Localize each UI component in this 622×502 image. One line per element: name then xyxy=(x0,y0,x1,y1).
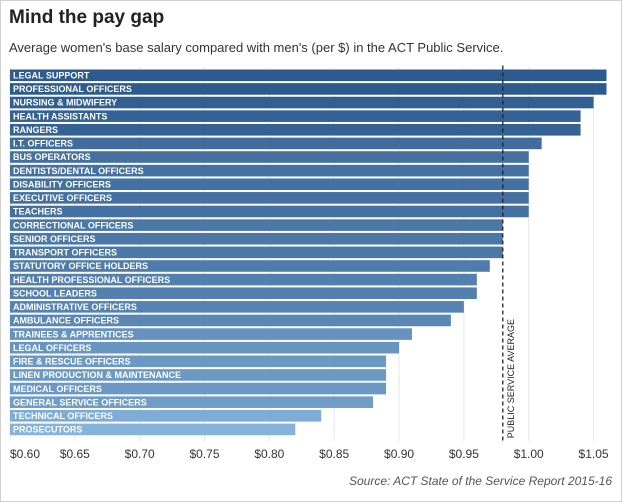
bar xyxy=(10,328,412,340)
bar-label: EXECUTIVE OFFICERS xyxy=(13,193,112,203)
bar-label: TRAINEES & APPRENTICES xyxy=(13,329,134,339)
chart-title: Mind the pay gap xyxy=(9,7,165,28)
x-tick-label: $0.65 xyxy=(60,447,90,461)
chart-subtitle: Average women's base salary compared wit… xyxy=(9,40,504,55)
bar-label: TRANSPORT OFFICERS xyxy=(13,248,117,258)
bar xyxy=(10,69,607,82)
bar xyxy=(10,205,529,218)
bar-label: HEALTH PROFESSIONAL OFFICERS xyxy=(13,275,170,285)
bar xyxy=(10,178,529,191)
x-tick-label: $0.70 xyxy=(125,447,155,461)
bar-label: NURSING & MIDWIFERY xyxy=(13,98,117,108)
bar xyxy=(10,83,607,95)
average-line-label: PUBLIC SERVICE AVERAGE xyxy=(506,319,516,438)
x-tick-label: $0.85 xyxy=(319,447,349,461)
bar-label: HEALTH ASSISTANTS xyxy=(13,111,107,121)
bar-label: RANGERS xyxy=(13,125,58,135)
bar xyxy=(10,151,529,163)
bar-label: TEACHERS xyxy=(13,207,63,217)
bar-label: STATUTORY OFFICE HOLDERS xyxy=(13,261,148,271)
bar xyxy=(10,382,387,395)
bar xyxy=(10,314,451,327)
bar-label: LEGAL OFFICERS xyxy=(13,343,91,353)
bar xyxy=(10,219,503,231)
bar-label: LEGAL SUPPORT xyxy=(13,71,90,81)
bar xyxy=(10,96,594,109)
x-tick-label: $0.75 xyxy=(190,447,220,461)
bar-label: ADMINISTRATIVE OFFICERS xyxy=(13,302,137,312)
bar-label: DENTISTS/DENTAL OFFICERS xyxy=(13,166,144,176)
x-tick-label: $0.60 xyxy=(10,447,40,461)
bar xyxy=(10,301,464,313)
bar-label: CORRECTIONAL OFFICERS xyxy=(13,220,133,230)
bar xyxy=(10,137,542,150)
bar xyxy=(10,232,503,245)
source-note: Source: ACT State of the Service Report … xyxy=(348,474,612,488)
bar-label: GENERAL SERVICE OFFICERS xyxy=(13,397,147,407)
bar xyxy=(10,110,581,122)
bar xyxy=(10,164,529,177)
bar-label: LINEN PRODUCTION & MAINTENANCE xyxy=(13,370,181,380)
bar xyxy=(10,287,477,300)
bar-label: FIRE & RESCUE OFFICERS xyxy=(13,357,131,367)
bar xyxy=(10,273,477,286)
bar-label: MEDICAL OFFICERS xyxy=(13,384,102,394)
bar-label: TECHNICAL OFFICERS xyxy=(13,411,113,421)
bar xyxy=(10,396,374,408)
bar-label: SCHOOL LEADERS xyxy=(13,288,97,298)
bar-label: AMBULANCE OFFICERS xyxy=(13,316,119,326)
x-tick-label: $1.00 xyxy=(514,447,544,461)
bar-label: SENIOR OFFICERS xyxy=(13,234,96,244)
bar-label: I.T. OFFICERS xyxy=(13,139,73,149)
x-tick-label: $1.05 xyxy=(579,447,609,461)
bar-label: PROSECUTORS xyxy=(13,425,82,435)
bar-label: BUS OPERATORS xyxy=(13,152,91,162)
x-tick-label: $0.90 xyxy=(384,447,414,461)
bar xyxy=(10,192,529,204)
bar-label: DISABILITY OFFICERS xyxy=(13,179,111,189)
bar xyxy=(10,260,490,272)
x-tick-label: $0.95 xyxy=(449,447,479,461)
bar xyxy=(10,355,387,368)
bar-label: PROFESSIONAL OFFICERS xyxy=(13,84,132,94)
bar xyxy=(10,246,503,259)
bar xyxy=(10,123,581,136)
bar xyxy=(10,410,322,422)
bar xyxy=(10,369,387,381)
bar xyxy=(10,423,296,436)
bar xyxy=(10,341,400,354)
x-tick-label: $0.80 xyxy=(254,447,284,461)
